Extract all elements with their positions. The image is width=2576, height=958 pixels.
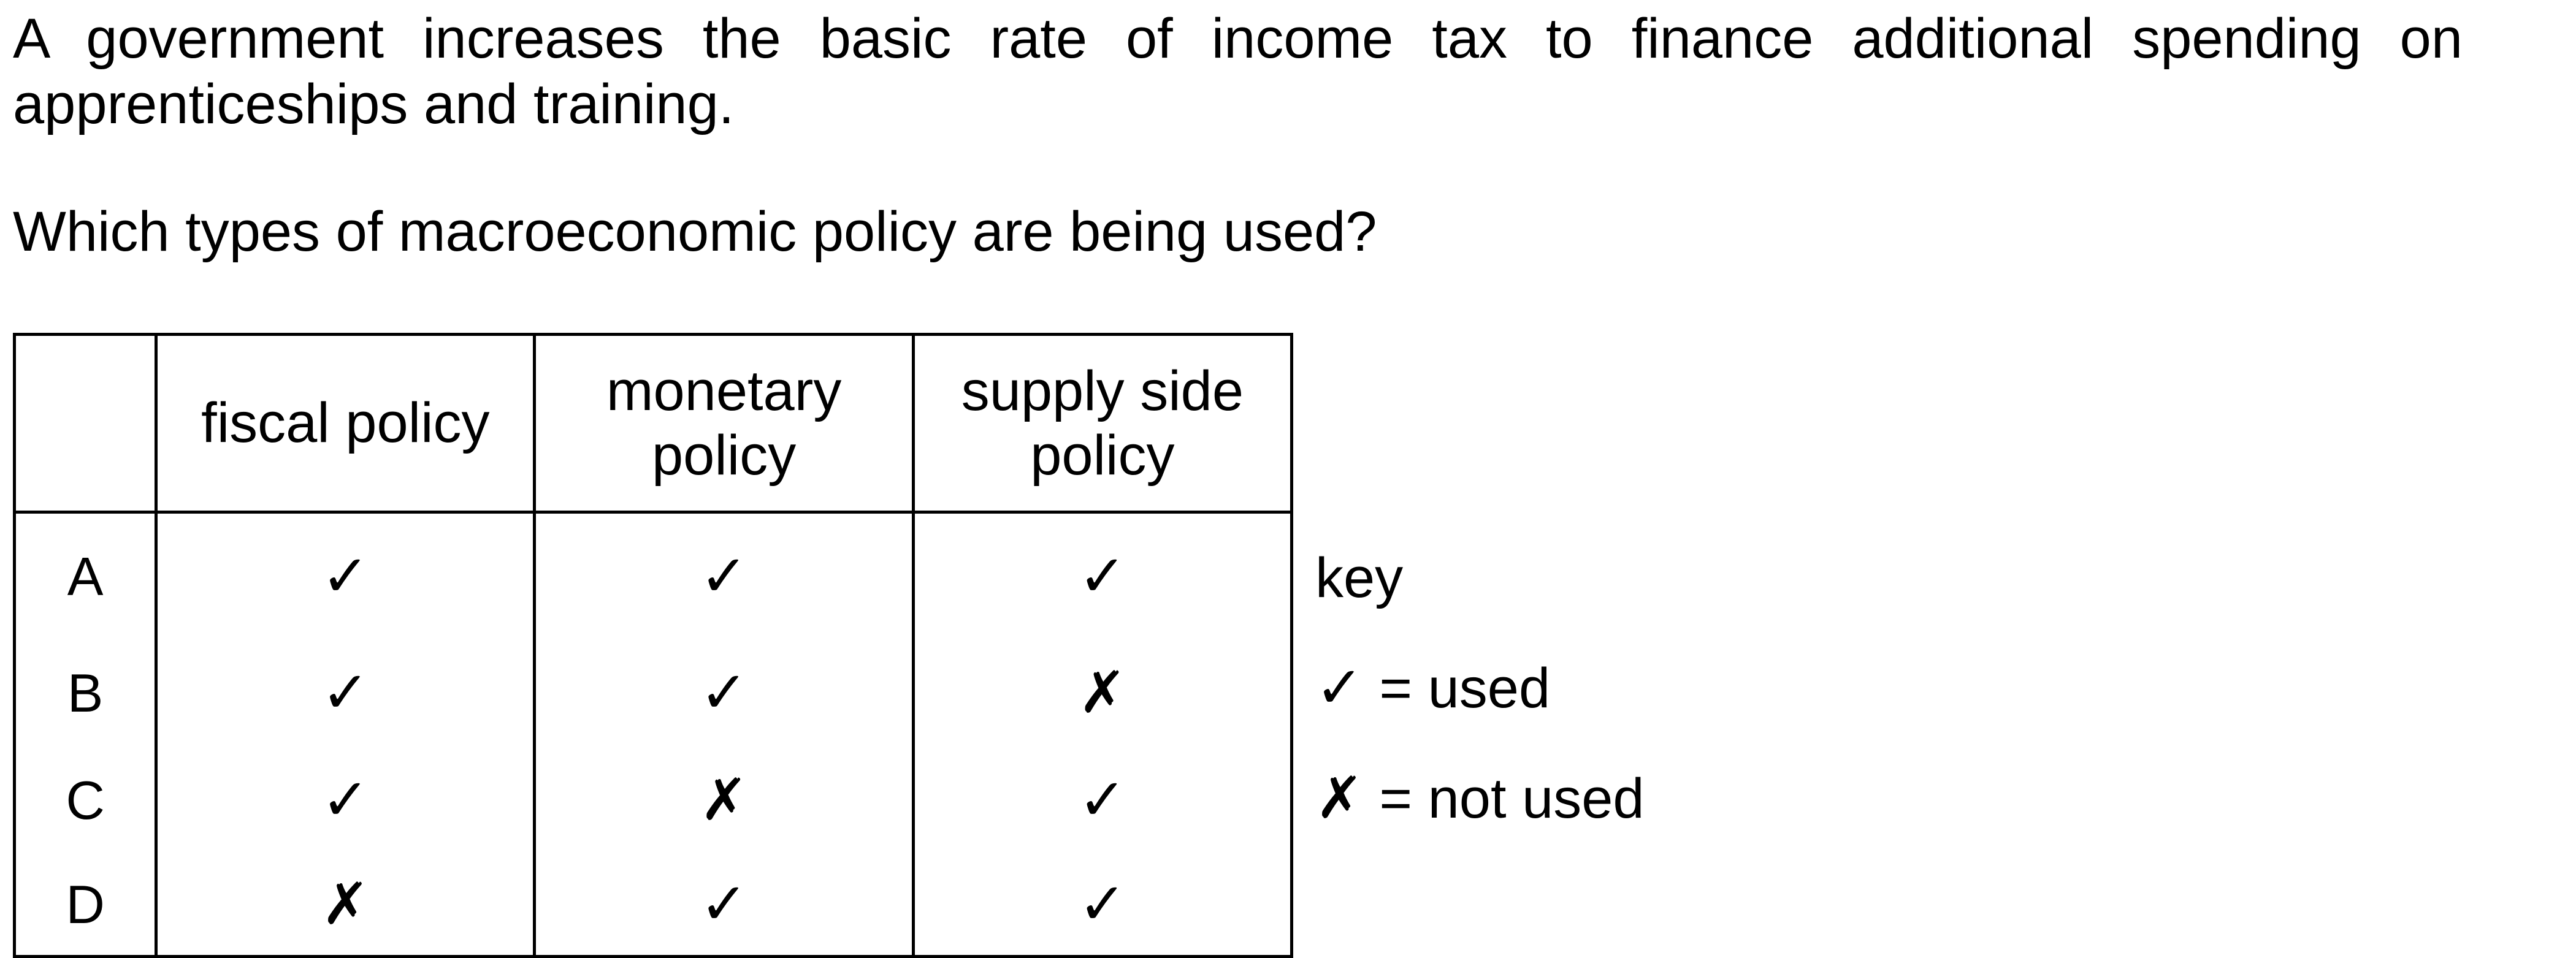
- header-blank: [12, 333, 158, 514]
- table-row: C ✓ ✗ ✓: [12, 747, 1294, 854]
- mark-supply-side: ✓: [911, 747, 1294, 854]
- header-supply-side-policy: supply side policy: [911, 333, 1294, 514]
- option-letter: C: [12, 747, 158, 854]
- table-row: D ✗ ✓ ✓: [12, 854, 1294, 958]
- table-row: A ✓ ✓ ✓: [12, 511, 1294, 639]
- question-prompt: Which types of macroeconomic policy are …: [13, 200, 1377, 263]
- mark-fiscal: ✗: [155, 854, 537, 958]
- table-header-row: fiscal policy monetary policy supply sid…: [12, 333, 1294, 514]
- key-used: ✓ = used: [1315, 655, 1645, 721]
- mark-supply-side: ✓: [911, 511, 1294, 639]
- cross-icon: ✗: [1315, 765, 1364, 832]
- mark-monetary: ✓: [533, 639, 915, 747]
- check-icon: ✓: [1315, 655, 1364, 721]
- mark-monetary: ✗: [533, 747, 915, 854]
- mark-fiscal: ✓: [155, 639, 537, 747]
- mark-fiscal: ✓: [155, 511, 537, 639]
- key-used-text: = used: [1379, 657, 1551, 720]
- option-letter: D: [12, 854, 158, 958]
- mark-supply-side: ✗: [911, 639, 1294, 747]
- key-not-used: ✗ = not used: [1315, 766, 1645, 832]
- key-title: key: [1315, 547, 1404, 609]
- key-not-used-text: = not used: [1379, 767, 1645, 830]
- key-legend: key ✓ = used ✗ = not used: [1315, 546, 1645, 832]
- question-stem: A government increases the basic rate of…: [13, 7, 2463, 135]
- option-letter: B: [12, 639, 158, 747]
- mark-supply-side: ✓: [911, 854, 1294, 958]
- header-fiscal-policy: fiscal policy: [155, 333, 537, 514]
- table-row: B ✓ ✓ ✗: [12, 639, 1294, 747]
- options-table: fiscal policy monetary policy supply sid…: [12, 333, 1294, 958]
- option-letter: A: [12, 511, 158, 639]
- mark-monetary: ✓: [533, 854, 915, 958]
- mark-fiscal: ✓: [155, 747, 537, 854]
- header-monetary-policy: monetary policy: [533, 333, 915, 514]
- mark-monetary: ✓: [533, 511, 915, 639]
